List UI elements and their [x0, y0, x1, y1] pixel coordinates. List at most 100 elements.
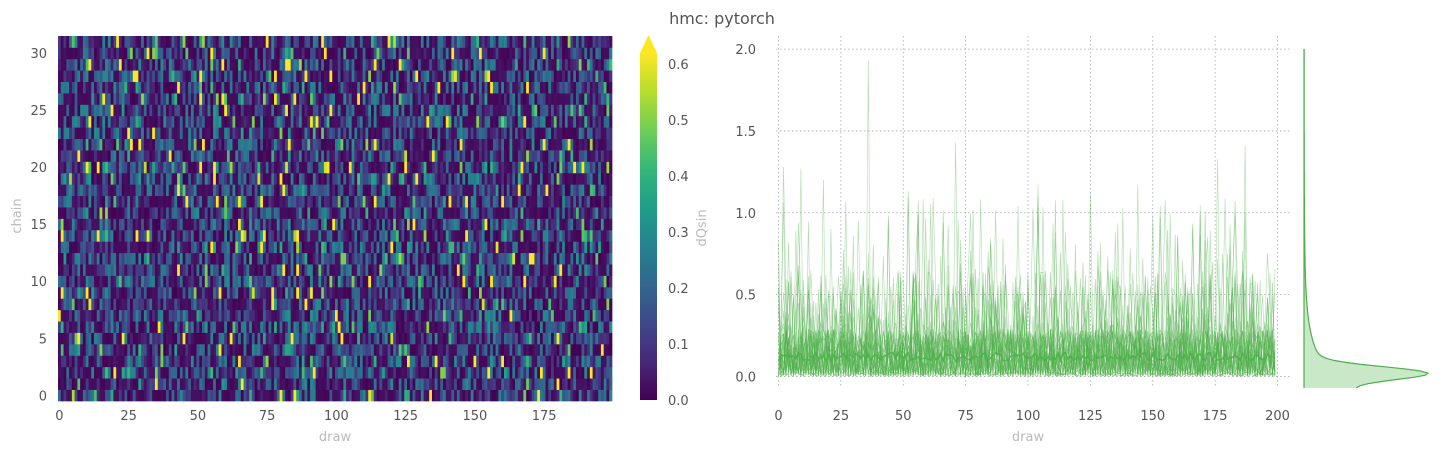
- heatmap-cell: [262, 286, 267, 299]
- heatmap-cell: [149, 229, 153, 242]
- heatmap-cell: [71, 309, 75, 322]
- heatmap-cell: [451, 298, 455, 311]
- heatmap-cell: [371, 264, 375, 276]
- heatmap-cell: [440, 115, 444, 128]
- heatmap-cell: [207, 252, 211, 265]
- heatmap-cell: [221, 115, 225, 128]
- heatmap-cell: [434, 229, 438, 242]
- heatmap-cell: [423, 389, 427, 402]
- heatmap-cell: [437, 115, 441, 128]
- heatmap-cell: [88, 127, 92, 140]
- heatmap-cell: [401, 343, 405, 356]
- heatmap-cell: [598, 127, 602, 140]
- heatmap-cell: [268, 366, 272, 379]
- heatmap-cell: [382, 332, 386, 345]
- heatmap-cell: [260, 264, 264, 276]
- heatmap-cell: [598, 389, 602, 402]
- heatmap-cell: [66, 127, 70, 140]
- heatmap-cell: [301, 184, 305, 197]
- heatmap-cell: [412, 127, 416, 140]
- heatmap-cell: [415, 172, 419, 185]
- heatmap-cell: [587, 298, 591, 311]
- heatmap-cell: [365, 389, 369, 402]
- heatmap-cell: [539, 309, 544, 322]
- heatmap-cell: [130, 332, 134, 345]
- heatmap-cell: [395, 229, 400, 242]
- heatmap-cell: [193, 264, 197, 276]
- heatmap-cell: [359, 207, 364, 219]
- heatmap-cell: [149, 218, 153, 231]
- heatmap-cell: [113, 161, 117, 174]
- heatmap-cell: [268, 229, 272, 242]
- heatmap-cell: [315, 184, 319, 197]
- heatmap-cell: [218, 252, 222, 265]
- heatmap-cell: [166, 332, 170, 345]
- heatmap-cell: [260, 172, 264, 185]
- heatmap-cell: [265, 138, 269, 151]
- heatmap-cell: [443, 286, 447, 299]
- heatmap-cell: [290, 343, 294, 356]
- heatmap-cell: [564, 378, 569, 390]
- heatmap-cell: [99, 321, 103, 333]
- heatmap-cell: [251, 286, 256, 299]
- heatmap-cell: [127, 332, 131, 345]
- heatmap-cell: [592, 127, 596, 140]
- heatmap-cell: [379, 229, 383, 242]
- heatmap-cell: [382, 218, 386, 231]
- heatmap-cell: [210, 321, 214, 333]
- heatmap-cell: [168, 355, 172, 368]
- heatmap-cell: [575, 286, 580, 299]
- heatmap-cell: [481, 229, 485, 242]
- heatmap-cell: [66, 264, 70, 276]
- heatmap-cell: [163, 321, 167, 333]
- heatmap-cell: [74, 332, 78, 345]
- heatmap-cell: [60, 127, 64, 140]
- heatmap-cell: [265, 115, 269, 128]
- heatmap-cell: [368, 115, 372, 128]
- heatmap-cell: [429, 138, 433, 151]
- heatmap-cell: [512, 229, 516, 242]
- heatmap-cell: [332, 161, 336, 174]
- heatmap-cell: [551, 172, 555, 185]
- heatmap-cell: [506, 389, 510, 402]
- heatmap-cell: [357, 184, 361, 197]
- heatmap-cell: [232, 229, 236, 242]
- heatmap-cell: [207, 127, 211, 140]
- heatmap-cell: [606, 321, 610, 333]
- heatmap-cell: [274, 218, 278, 231]
- heatmap-cell: [340, 184, 344, 197]
- heatmap-cell: [121, 127, 125, 140]
- heatmap-cell: [279, 264, 283, 276]
- heatmap-cell: [307, 195, 311, 208]
- heatmap-cell: [515, 332, 519, 345]
- heatmap-cell: [279, 355, 283, 368]
- heatmap-cell: [118, 195, 123, 208]
- heatmap-cell: [121, 321, 125, 333]
- heatmap-cell: [262, 309, 267, 322]
- heatmap-cell: [71, 195, 75, 208]
- heatmap-cell: [443, 389, 447, 402]
- heatmap-cell: [515, 184, 519, 197]
- heatmap-cell: [282, 275, 286, 288]
- heatmap-cell: [373, 355, 377, 368]
- heatmap-cell: [193, 332, 197, 345]
- heatmap-cell: [409, 184, 413, 197]
- heatmap-cell: [481, 264, 485, 276]
- heatmap-cell: [606, 218, 610, 231]
- heatmap-cell: [384, 286, 388, 299]
- heatmap-cell: [296, 229, 300, 242]
- heatmap-cell: [188, 150, 192, 162]
- heatmap-cell: [443, 343, 447, 356]
- heatmap-cell: [251, 241, 256, 254]
- heatmap-cell: [423, 355, 427, 368]
- heatmap-cell: [199, 355, 203, 368]
- heatmap-cell: [304, 241, 308, 254]
- heatmap-cell: [609, 229, 613, 242]
- heatmap-cell: [130, 207, 134, 219]
- heatmap-cell: [271, 207, 275, 219]
- heatmap-cell: [517, 252, 521, 265]
- heatmap-cell: [412, 389, 416, 402]
- heatmap-cell: [166, 138, 170, 151]
- heatmap-cell: [190, 172, 195, 185]
- heatmap-cell: [404, 321, 408, 333]
